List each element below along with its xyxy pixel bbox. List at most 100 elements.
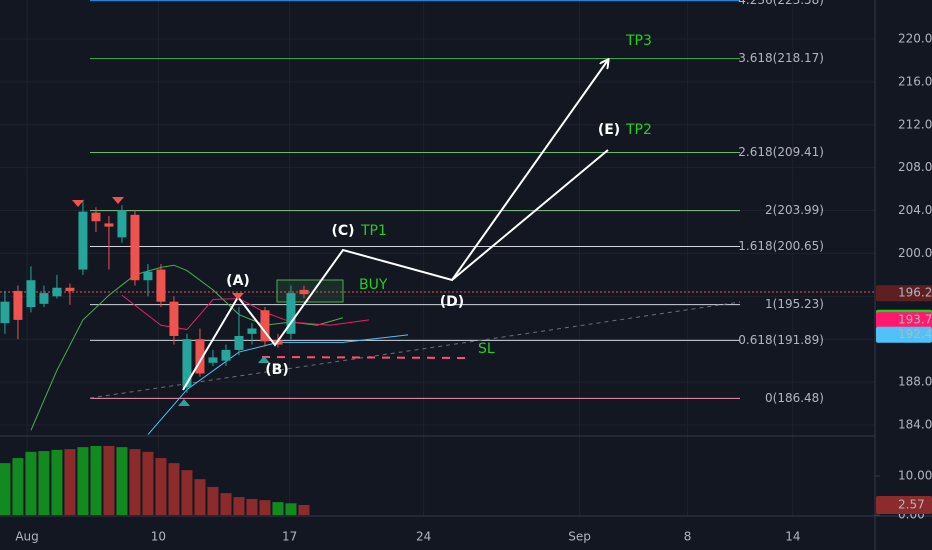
- signal-up: [178, 356, 270, 406]
- histogram-bar: [103, 445, 115, 515]
- candle-body: [0, 301, 10, 324]
- price-badge-label: 193.78: [898, 313, 932, 327]
- candle-body: [195, 339, 205, 374]
- target-label: TP3: [625, 33, 652, 49]
- y-tick-label: 200.00: [898, 246, 932, 260]
- hist-badge-label: 2.57: [898, 497, 925, 511]
- histogram-bar: [129, 449, 141, 515]
- candle-body: [221, 349, 231, 361]
- buy-label: BUY: [359, 277, 388, 293]
- price-badge: [876, 312, 932, 329]
- price-badge-label: 192.42: [898, 327, 932, 341]
- hist-badge: [876, 495, 932, 514]
- histogram-bar: [181, 470, 193, 515]
- axes: 184.00188.00192.00196.00200.00204.00208.…: [15, 32, 932, 544]
- y-tick-label: 212.00: [898, 117, 932, 131]
- histogram-bar: [64, 449, 76, 515]
- x-tick-label: 14: [785, 530, 800, 544]
- histogram-bar: [194, 479, 206, 515]
- y-tick-label: 220.00: [898, 32, 932, 46]
- fib-label: 0(186.48): [765, 391, 824, 405]
- sl-label: SL: [478, 341, 495, 357]
- moving-average: [147, 334, 409, 435]
- price-badge-label: 196.29: [898, 286, 932, 300]
- y-tick-label: 208.00: [898, 160, 932, 174]
- fib-label: 3.618(218.17): [738, 51, 824, 65]
- candle-body: [182, 339, 192, 388]
- fib-label: 1.618(200.65): [738, 239, 824, 253]
- histogram-bar: [246, 499, 258, 515]
- histogram-bar: [116, 447, 128, 515]
- candle-body: [117, 210, 127, 238]
- y-tick-label: 188.00: [898, 375, 932, 389]
- candle-body: [39, 293, 49, 304]
- candle-body: [143, 271, 153, 281]
- candle-body: [13, 290, 23, 320]
- fib-label: 0.618(191.89): [738, 333, 824, 347]
- histogram-bar: [207, 486, 219, 515]
- candle-body: [52, 287, 62, 297]
- price-badge: [876, 326, 932, 343]
- candle-body: [247, 328, 257, 334]
- candle-body: [65, 287, 75, 291]
- histogram-bar: [51, 449, 63, 515]
- histogram-bar: [259, 500, 271, 515]
- wave-label: (E): [598, 122, 620, 138]
- histogram-bar: [12, 458, 24, 515]
- target-label: TP1: [360, 223, 387, 239]
- histogram-bar: [38, 451, 50, 515]
- candle-body: [156, 269, 166, 302]
- candles: [0, 199, 309, 393]
- histogram-bar: [285, 503, 297, 515]
- candle-body: [26, 280, 36, 308]
- histogram-bar: [233, 497, 245, 515]
- wave-label: (C): [331, 223, 354, 239]
- histogram-bar: [155, 458, 167, 515]
- x-tick-label: 8: [684, 530, 692, 544]
- candle-body: [299, 289, 309, 295]
- histogram-bar: [272, 502, 284, 515]
- x-tick-label: Sep: [568, 530, 591, 544]
- trend-line: [89, 301, 741, 399]
- candle-body: [286, 293, 296, 334]
- fib-label: 4.236(223.58): [738, 0, 824, 7]
- wave-path: [182, 60, 608, 391]
- candle-body: [130, 214, 140, 281]
- candle-body: [169, 301, 179, 336]
- candle-body: [234, 335, 244, 350]
- candle-body: [78, 211, 88, 270]
- histogram: [0, 445, 880, 516]
- candle-body: [104, 223, 114, 227]
- y-tick-label: 184.00: [898, 417, 932, 431]
- y-tick-label: 204.00: [898, 203, 932, 217]
- wave-label: (B): [265, 362, 288, 378]
- x-tick-label: Aug: [15, 530, 38, 544]
- candle-body: [260, 310, 270, 342]
- x-tick-label: 10: [151, 530, 166, 544]
- fib-label: 1(195.23): [765, 297, 824, 311]
- wave-branch: [451, 149, 609, 281]
- stop-loss-line: [261, 356, 471, 359]
- y-tick-label: 216.00: [898, 74, 932, 88]
- histogram-bar: [25, 451, 37, 515]
- price-badge: [876, 285, 932, 302]
- fib-label: 2.618(209.41): [738, 145, 824, 159]
- grid: [0, 0, 875, 516]
- histogram-bar: [298, 504, 310, 515]
- candle-body: [208, 357, 218, 363]
- histogram-bar: [90, 445, 102, 515]
- hist-tick-label: 10.00: [898, 469, 932, 483]
- histogram-bar: [77, 447, 89, 515]
- histogram-bar: [0, 463, 11, 515]
- histogram-bar: [220, 493, 232, 515]
- candle-body: [91, 212, 101, 222]
- histogram-bar: [142, 451, 154, 515]
- histogram-bar: [168, 463, 180, 515]
- fib-label: 2(203.99): [765, 203, 824, 217]
- target-label: TP2: [625, 122, 652, 138]
- wave-label: (D): [440, 294, 464, 310]
- x-tick-label: 24: [416, 530, 431, 544]
- wave-label: (A): [226, 273, 250, 289]
